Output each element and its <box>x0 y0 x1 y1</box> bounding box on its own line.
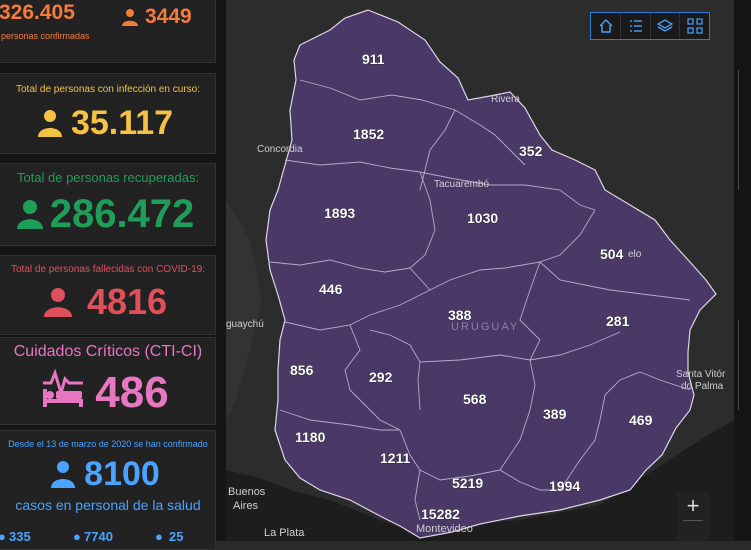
critical-care-label: Cuidados Críticos (CTI-CI) <box>13 343 203 360</box>
recovered-label: Total de personas recuperadas: <box>16 170 200 185</box>
qr-button[interactable] <box>679 13 709 39</box>
health-subvalue-2: 7740 <box>84 529 113 544</box>
dept-count-durazno: 388 <box>448 307 472 323</box>
dept-count-rocha: 469 <box>629 412 653 428</box>
dept-count-lavalleja: 389 <box>543 406 567 422</box>
active-value: 35.117 <box>70 104 174 142</box>
critical-care-value-row: 486 <box>0 368 215 418</box>
layers-button[interactable] <box>649 13 680 39</box>
place-label: do Palma <box>681 381 724 392</box>
layers-icon <box>657 19 674 32</box>
recovered-value-row: 286.472 <box>0 192 215 237</box>
person-icon <box>122 9 138 26</box>
dept-count-canelones: 5219 <box>452 475 483 491</box>
zoom-in-button[interactable]: + <box>686 493 700 518</box>
dept-count-rivera: 352 <box>519 143 543 159</box>
uruguay-map[interactable]: Rivera Concordia Tacuarembó elo guaychú … <box>226 0 751 541</box>
dept-count-maldonado: 1994 <box>549 478 580 494</box>
stats-panel: 326.405 personas confirmadas 3449 Total … <box>0 0 226 550</box>
confirmed-sublabel: personas confirmadas <box>1 31 90 41</box>
deceased-card: Total de personas fallecidas con COVID-1… <box>0 255 216 335</box>
home-button[interactable] <box>591 13 620 39</box>
health-workers-card: Desde el 13 de marzo de 2020 se han conf… <box>0 430 216 550</box>
dept-count-colonia: 1180 <box>295 429 326 445</box>
active-label: Total de personas con infección en curso… <box>16 84 200 95</box>
person-icon <box>37 110 62 137</box>
page-scrollbar[interactable] <box>734 0 751 541</box>
health-label-bottom: casos en personal de la salud <box>15 497 201 513</box>
hospital-bed-icon <box>43 368 84 407</box>
person-icon <box>16 200 43 229</box>
zoom-controls: + <box>677 492 709 541</box>
confirmed-right-value: 3449 <box>145 5 192 28</box>
recovered-card: Total de personas recuperadas: 286.472 <box>0 163 216 246</box>
dept-count-paysandu: 1893 <box>324 205 355 221</box>
dept-count-tacuarembo: 1030 <box>467 210 498 226</box>
health-label-top: Desde el 13 de marzo de 2020 se han conf… <box>8 439 208 449</box>
active-card: Total de personas con infección en curso… <box>0 73 216 154</box>
dept-count-treinta-y-tres: 281 <box>606 313 630 329</box>
health-subvalue-3: 25 <box>169 529 184 544</box>
place-label: guaychú <box>226 319 264 330</box>
scrollbar-track-line <box>738 70 739 190</box>
list-icon <box>629 20 642 32</box>
map-toolbar <box>590 12 710 40</box>
critical-care-card: Cuidados Críticos (CTI-CI) 486 <box>0 337 216 425</box>
deceased-value-row: 4816 <box>0 281 215 323</box>
dept-count-artigas: 911 <box>362 51 385 67</box>
place-label: Concordia <box>257 144 303 155</box>
place-label: Tacuarembó <box>434 179 489 190</box>
zoom-divider <box>683 520 703 521</box>
health-subvalues: ● 335 ● 7740 ● 25 <box>0 529 217 549</box>
person-icon: ● <box>0 529 6 544</box>
map-view[interactable]: Rivera Concordia Tacuarembó elo guaychú … <box>226 0 751 541</box>
dept-count-flores: 292 <box>369 369 393 385</box>
deceased-label: Total de personas fallecidas con COVID-1… <box>11 264 205 275</box>
dept-count-soriano: 856 <box>290 362 314 378</box>
place-label: elo <box>628 249 642 260</box>
legend-button[interactable] <box>620 13 650 39</box>
person-icon <box>51 461 76 488</box>
place-label: La Plata <box>264 527 305 539</box>
critical-care-value: 486 <box>95 368 169 417</box>
place-label: Santa Vitór <box>676 369 726 380</box>
place-label: Rivera <box>491 94 520 105</box>
qr-icon <box>687 18 703 34</box>
recovered-value: 286.472 <box>49 192 195 236</box>
place-label: Montevideo <box>416 523 473 535</box>
country-shape <box>265 9 717 539</box>
person-icon: ● <box>155 529 163 544</box>
active-value-row: 35.117 <box>0 104 215 143</box>
confirmed-value: 326.405 <box>0 1 75 24</box>
scrollbar-track-line <box>738 320 739 410</box>
health-value: 8100 <box>84 455 160 493</box>
person-icon <box>43 288 72 317</box>
dept-count-montevideo: 15282 <box>421 506 460 522</box>
health-value-row: 8100 <box>0 455 215 494</box>
deceased-value: 4816 <box>86 281 168 322</box>
dept-count-san-jose: 1211 <box>380 450 411 466</box>
person-icon: ● <box>73 529 81 544</box>
health-subvalue-1: 335 <box>9 529 31 544</box>
place-label: Buenos <box>228 486 266 498</box>
dept-count-rio-negro: 446 <box>319 281 343 297</box>
country-label: URUGUAY <box>451 321 519 333</box>
confirmed-card: 326.405 personas confirmadas 3449 <box>0 0 216 63</box>
home-icon <box>599 19 613 33</box>
place-label: Aires <box>233 500 259 512</box>
dept-count-cerro-largo: 504 <box>600 246 624 262</box>
dept-count-salto: 1852 <box>353 126 384 142</box>
dept-count-florida: 568 <box>463 391 487 407</box>
